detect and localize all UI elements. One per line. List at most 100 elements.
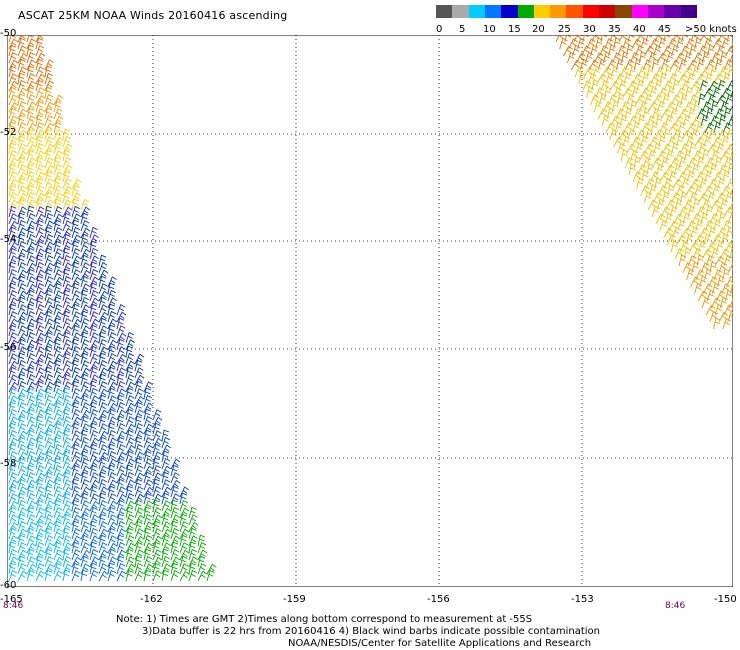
- wind-barb: [591, 79, 599, 92]
- wind-barb: [179, 549, 190, 561]
- wind-barb: [143, 394, 153, 407]
- wind-barb: [89, 535, 99, 547]
- wind-barb: [659, 122, 669, 134]
- wind-barb: [617, 45, 627, 57]
- wind-barb: [71, 458, 82, 470]
- wind-barb: [44, 136, 54, 148]
- wind-barb: [116, 409, 127, 421]
- wind-barb: [17, 240, 27, 253]
- wind-barb: [694, 87, 704, 99]
- wind-barb: [17, 37, 26, 50]
- wind-barb: [17, 93, 25, 106]
- wind-barb: [62, 408, 70, 421]
- wind-barb: [17, 227, 27, 239]
- wind-barb: [17, 108, 28, 120]
- wind-barb: [53, 541, 62, 554]
- wind-barb: [708, 128, 717, 141]
- wind-barb: [672, 129, 682, 141]
- wind-barb: [680, 93, 688, 106]
- wind-barb: [35, 121, 44, 134]
- wind-barb: [17, 401, 27, 414]
- wind-barb: [62, 555, 72, 568]
- wind-barb: [71, 219, 79, 232]
- wind-barb: [620, 51, 629, 64]
- wind-barb: [663, 35, 671, 43]
- wind-barb: [600, 35, 608, 43]
- lon-label-162: -162: [140, 594, 163, 605]
- wind-barb: [26, 143, 37, 155]
- wind-barb: [44, 318, 54, 330]
- wind-barb: [8, 443, 17, 456]
- wind-barb: [716, 94, 727, 106]
- wind-barb: [89, 268, 99, 281]
- wind-barb: [26, 352, 36, 365]
- wind-barb: [80, 206, 91, 218]
- wind-barb: [44, 114, 54, 127]
- wind-barb: [152, 464, 161, 477]
- wind-barb: [35, 317, 44, 330]
- wind-barb: [8, 121, 16, 134]
- wind-barb: [44, 521, 55, 533]
- wind-barb: [26, 72, 36, 85]
- wind-barb: [35, 443, 45, 456]
- wind-barb: [80, 373, 89, 386]
- wind-barb: [107, 527, 116, 540]
- wind-barb: [686, 268, 695, 281]
- wind-barb: [8, 107, 17, 120]
- wind-barb: [730, 282, 733, 295]
- wind-barb: [654, 129, 664, 141]
- wind-barb: [690, 80, 701, 92]
- wind-barb: [599, 45, 609, 57]
- wind-barb: [646, 115, 656, 127]
- wind-barb: [116, 520, 125, 533]
- wind-barb: [8, 324, 17, 337]
- wind-barb: [62, 471, 71, 484]
- wind-barb: [683, 51, 693, 64]
- wind-barb: [641, 170, 649, 183]
- wind-barb: [650, 73, 660, 85]
- wind-barb: [17, 520, 27, 533]
- wind-barb: [170, 458, 181, 470]
- wind-barb: [26, 94, 36, 106]
- wind-barb: [188, 548, 197, 561]
- wind-barb: [673, 115, 684, 127]
- wind-barb: [161, 548, 169, 561]
- colorbar-label: 30: [583, 24, 596, 35]
- wind-barb: [62, 191, 71, 204]
- wind-barb: [161, 492, 170, 505]
- wind-barb: [644, 93, 653, 106]
- wind-barb: [35, 457, 44, 470]
- wind-barb: [692, 150, 702, 162]
- wind-barb: [116, 430, 127, 442]
- wind-barb: [26, 310, 35, 323]
- wind-barb: [17, 478, 26, 491]
- wind-barb: [8, 437, 19, 449]
- wind-barb: [712, 38, 723, 50]
- wind-barb: [35, 163, 45, 176]
- wind-barb: [80, 317, 90, 330]
- wind-barb: [601, 66, 612, 78]
- wind-barb: [71, 297, 82, 309]
- wind-barb: [62, 479, 72, 491]
- wind-barb: [125, 485, 133, 498]
- wind-barb: [134, 422, 143, 435]
- wind-barb: [665, 51, 675, 64]
- wind-barb: [687, 107, 696, 120]
- wind-barb: [674, 248, 684, 260]
- wind-barb: [17, 373, 25, 386]
- wind-barb: [26, 163, 34, 176]
- wind-barb: [62, 178, 72, 190]
- wind-barb: [62, 212, 71, 225]
- wind-barb: [53, 317, 61, 330]
- wind-barb: [683, 247, 692, 260]
- wind-barb: [80, 465, 91, 477]
- wind-barb: [161, 465, 172, 477]
- wind-barb: [53, 478, 62, 491]
- wind-barb: [17, 549, 28, 561]
- wind-barb: [681, 129, 692, 141]
- wind-barb: [62, 542, 72, 554]
- wind-barb: [654, 177, 662, 190]
- wind-barb: [718, 114, 727, 127]
- wind-barb: [71, 374, 82, 386]
- wind-barb: [53, 395, 64, 407]
